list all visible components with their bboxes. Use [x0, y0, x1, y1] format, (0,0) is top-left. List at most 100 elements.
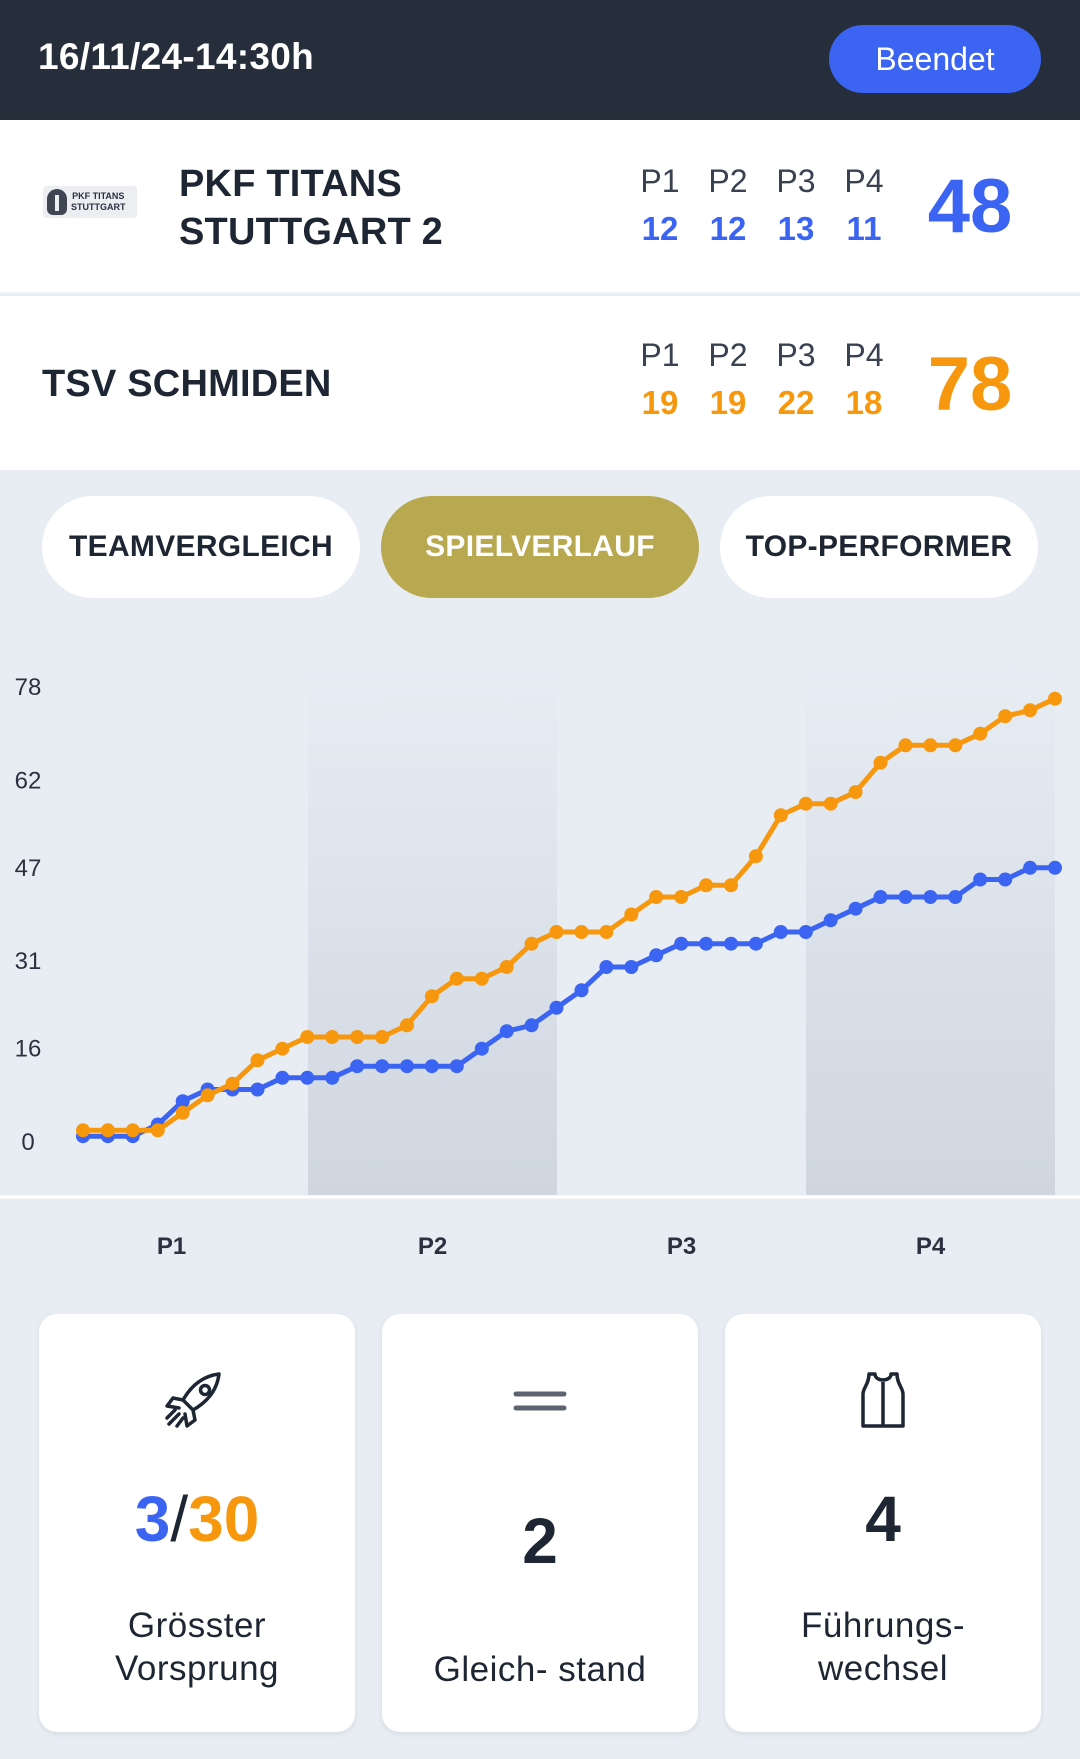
lead-changes-caption: Führungs- wechsel: [725, 1604, 1041, 1690]
rocket-icon: [165, 1372, 221, 1428]
away-series: [76, 691, 1062, 1138]
away-data-point: [898, 738, 913, 753]
away-data-point: [400, 1018, 414, 1033]
away-data-point: [748, 849, 763, 864]
away-data-point: [1048, 691, 1062, 706]
y-tick-label: 78: [15, 674, 42, 701]
away-data-point: [848, 785, 863, 799]
stat-card-biggest-lead: 3/30 Grösster Vorsprung: [39, 1314, 355, 1732]
away-data-point: [499, 960, 514, 974]
away-data-point: [549, 925, 564, 939]
away-data-point: [823, 796, 838, 811]
quarter-label: P3: [667, 1233, 696, 1260]
quarter-label: P2: [418, 1233, 447, 1260]
period-label: P2: [708, 163, 748, 199]
home-data-point: [898, 890, 913, 904]
tab-top-performer[interactable]: TOP-PERFORMER: [720, 496, 1038, 598]
home-period-1: P1 12: [630, 158, 690, 254]
period-value: 19: [709, 384, 747, 421]
y-tick-label: 47: [15, 855, 42, 882]
home-data-point: [948, 890, 963, 904]
home-data-point: [175, 1094, 190, 1109]
equals-icon: [513, 1391, 567, 1411]
home-data-point: [998, 872, 1013, 887]
home-data-point: [474, 1041, 489, 1056]
logo-text: PKF TITANS STUTTGART: [71, 191, 126, 212]
away-data-point: [150, 1123, 165, 1138]
home-series-line: [80, 865, 1058, 1139]
caption-line: Grösster: [127, 1606, 267, 1645]
away-data-point: [125, 1123, 140, 1138]
away-period-2: P2 19: [698, 332, 758, 428]
biggest-lead-home: 3: [134, 1483, 171, 1555]
period-value: 12: [709, 210, 747, 247]
home-team-name-line2: STUTTGART 2: [179, 211, 443, 253]
home-period-2: P2 12: [698, 158, 758, 254]
away-data-point: [923, 738, 938, 753]
period-value: 12: [641, 210, 679, 247]
away-data-point: [325, 1030, 340, 1044]
period-value: 18: [845, 384, 883, 421]
away-total-score: 78: [927, 342, 1013, 427]
home-data-point: [748, 936, 763, 951]
home-data-point: [275, 1070, 290, 1085]
ties-value: 2: [522, 1505, 558, 1577]
home-data-point: [325, 1070, 340, 1085]
home-data-point: [350, 1059, 365, 1074]
away-team-name[interactable]: TSV SCHMIDEN: [42, 363, 332, 405]
tab-teamvergleich[interactable]: TEAMVERGLEICH: [42, 496, 360, 598]
home-period-3: P3 13: [766, 158, 826, 254]
home-data-point: [873, 890, 888, 904]
away-data-point: [524, 936, 539, 951]
home-period-4: P4 11: [834, 158, 894, 254]
away-data-point: [948, 738, 963, 753]
game-datetime: 16/11/24-14:30h: [38, 36, 315, 77]
away-data-point: [699, 878, 714, 893]
tab-bar: TEAMVERGLEICH SPIELVERLAUF TOP-PERFORMER: [0, 496, 1080, 600]
y-tick-label: 16: [15, 1036, 42, 1063]
period-label: P4: [844, 163, 884, 199]
home-data-point: [375, 1059, 390, 1074]
home-data-point: [599, 960, 614, 974]
quarter-label: P4: [916, 1233, 946, 1260]
lead-changes-value: 4: [865, 1483, 901, 1555]
home-data-point: [300, 1070, 315, 1085]
quarter-band: [557, 662, 806, 1195]
biggest-lead-separator: /: [170, 1483, 189, 1555]
period-label: P3: [776, 163, 816, 199]
away-data-point: [599, 925, 614, 939]
home-data-point: [1023, 860, 1038, 875]
away-data-point: [674, 890, 689, 904]
game-flow-chart-svg: 78 62 47 31 16 0 P1 P2 P3 P4: [0, 662, 1080, 1260]
game-status-button[interactable]: Beendet: [829, 25, 1041, 93]
home-team-name[interactable]: PKF TITANS STUTTGART 2: [179, 160, 443, 256]
away-data-point: [275, 1041, 290, 1056]
home-data-point: [724, 936, 738, 951]
away-data-point: [1023, 703, 1038, 718]
helmet-icon: [47, 189, 67, 215]
top-bar: 16/11/24-14:30h Beendet: [0, 0, 1080, 120]
stat-card-lead-changes: 4 Führungs- wechsel: [725, 1314, 1041, 1732]
home-data-point: [798, 925, 813, 939]
away-data-point: [200, 1088, 215, 1103]
biggest-lead-away: 30: [188, 1483, 260, 1555]
home-team-logo: PKF TITANS STUTTGART: [43, 186, 137, 218]
period-label: P1: [640, 337, 680, 373]
caption-line: Vorsprung: [114, 1649, 280, 1688]
away-period-4: P4 18: [834, 332, 894, 428]
caption-line: Führungs-: [800, 1606, 966, 1645]
away-data-point: [375, 1030, 390, 1044]
biggest-lead-caption: Grösster Vorsprung: [39, 1604, 355, 1690]
away-data-point: [100, 1123, 115, 1138]
home-data-point: [549, 1000, 564, 1015]
away-data-point: [250, 1053, 265, 1068]
home-data-point: [449, 1059, 464, 1074]
home-data-point: [973, 872, 988, 887]
home-data-point: [699, 936, 714, 951]
ties-caption: Gleich- stand: [433, 1650, 647, 1689]
game-flow-chart: 78 62 47 31 16 0 P1 P2 P3 P4: [0, 640, 1080, 1280]
quarter-band: [83, 662, 308, 1195]
quarter-band: [308, 662, 557, 1195]
home-data-point: [250, 1082, 265, 1097]
tab-spielverlauf[interactable]: SPIELVERLAUF: [381, 496, 699, 598]
